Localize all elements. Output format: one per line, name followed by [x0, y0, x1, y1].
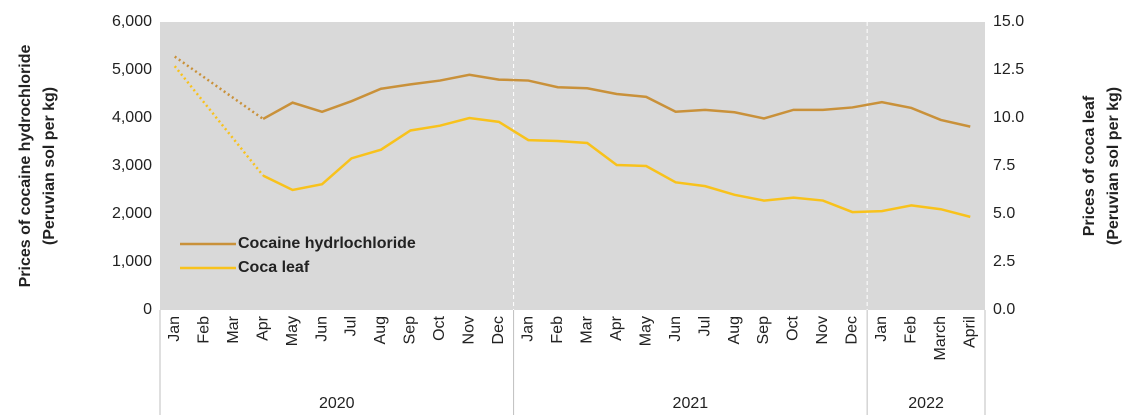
x-tick-label: April [961, 316, 978, 348]
year-label: 2021 [673, 395, 709, 412]
y-tick-label: 5,000 [112, 61, 152, 78]
y-tick-label: 2,000 [112, 205, 152, 222]
x-tick-label: Apr [608, 315, 625, 341]
year-label: 2022 [908, 395, 944, 412]
x-tick-label: March [932, 316, 949, 360]
x-tick-label: Aug [726, 316, 743, 344]
x-tick-label: Mar [225, 315, 242, 343]
y-tick-label: 3,000 [112, 157, 152, 174]
series-line [262, 116, 971, 219]
x-tick-label: Apr [254, 315, 271, 341]
x-tick-label: May [284, 316, 301, 346]
y-axis-title: (Peruvian sol per kg) [41, 87, 58, 245]
x-tick-label: Mar [578, 315, 595, 343]
plot-area [160, 22, 985, 310]
x-tick-label: Jan [873, 316, 890, 342]
y-tick-label: 6,000 [112, 13, 152, 30]
x-tick-label: Jan [520, 316, 537, 342]
gap-bridge [173, 65, 265, 177]
y2-tick-label: 0.0 [993, 301, 1015, 318]
x-tick-label: Sep [755, 316, 772, 345]
x-tick-label: Feb [549, 316, 566, 344]
x-tick-label: Feb [195, 316, 212, 344]
x-tick-label: Oct [431, 315, 448, 340]
legend-label: Cocaine hydrlochloride [238, 235, 416, 252]
x-tick-label: Jul [696, 316, 713, 336]
x-tick-label: Jul [343, 316, 360, 336]
y2-axis-title: Prices of coca leaf [1081, 95, 1098, 236]
y2-tick-label: 10.0 [993, 109, 1024, 126]
y2-axis-title: (Peruvian sol per kg) [1105, 87, 1122, 245]
x-tick-label: Aug [372, 316, 389, 344]
year-label: 2020 [319, 395, 355, 412]
y2-tick-label: 7.5 [993, 157, 1015, 174]
x-tick-label: Sep [402, 316, 419, 345]
x-tick-label: May [637, 316, 654, 346]
series-line [262, 73, 971, 128]
y-tick-label: 1,000 [112, 253, 152, 270]
y2-tick-label: 5.0 [993, 205, 1015, 222]
x-tick-label: Feb [903, 316, 920, 344]
x-tick-label: Oct [785, 315, 802, 340]
gap-bridge [174, 55, 264, 120]
y-tick-label: 0 [143, 301, 152, 318]
y2-tick-label: 2.5 [993, 253, 1015, 270]
x-tick-label: Dec [490, 316, 507, 344]
legend-label: Coca leaf [238, 259, 310, 276]
x-tick-label: Jun [313, 316, 330, 342]
y-axis-title: Prices of cocaine hydrochloride [17, 45, 34, 288]
x-tick-label: Nov [461, 316, 478, 344]
y-tick-label: 4,000 [112, 109, 152, 126]
x-tick-label: Dec [844, 316, 861, 344]
x-tick-label: Jun [667, 316, 684, 342]
y2-tick-label: 12.5 [993, 61, 1024, 78]
y2-tick-label: 15.0 [993, 13, 1024, 30]
x-tick-label: Jan [166, 316, 183, 342]
x-tick-label: Nov [814, 316, 831, 344]
